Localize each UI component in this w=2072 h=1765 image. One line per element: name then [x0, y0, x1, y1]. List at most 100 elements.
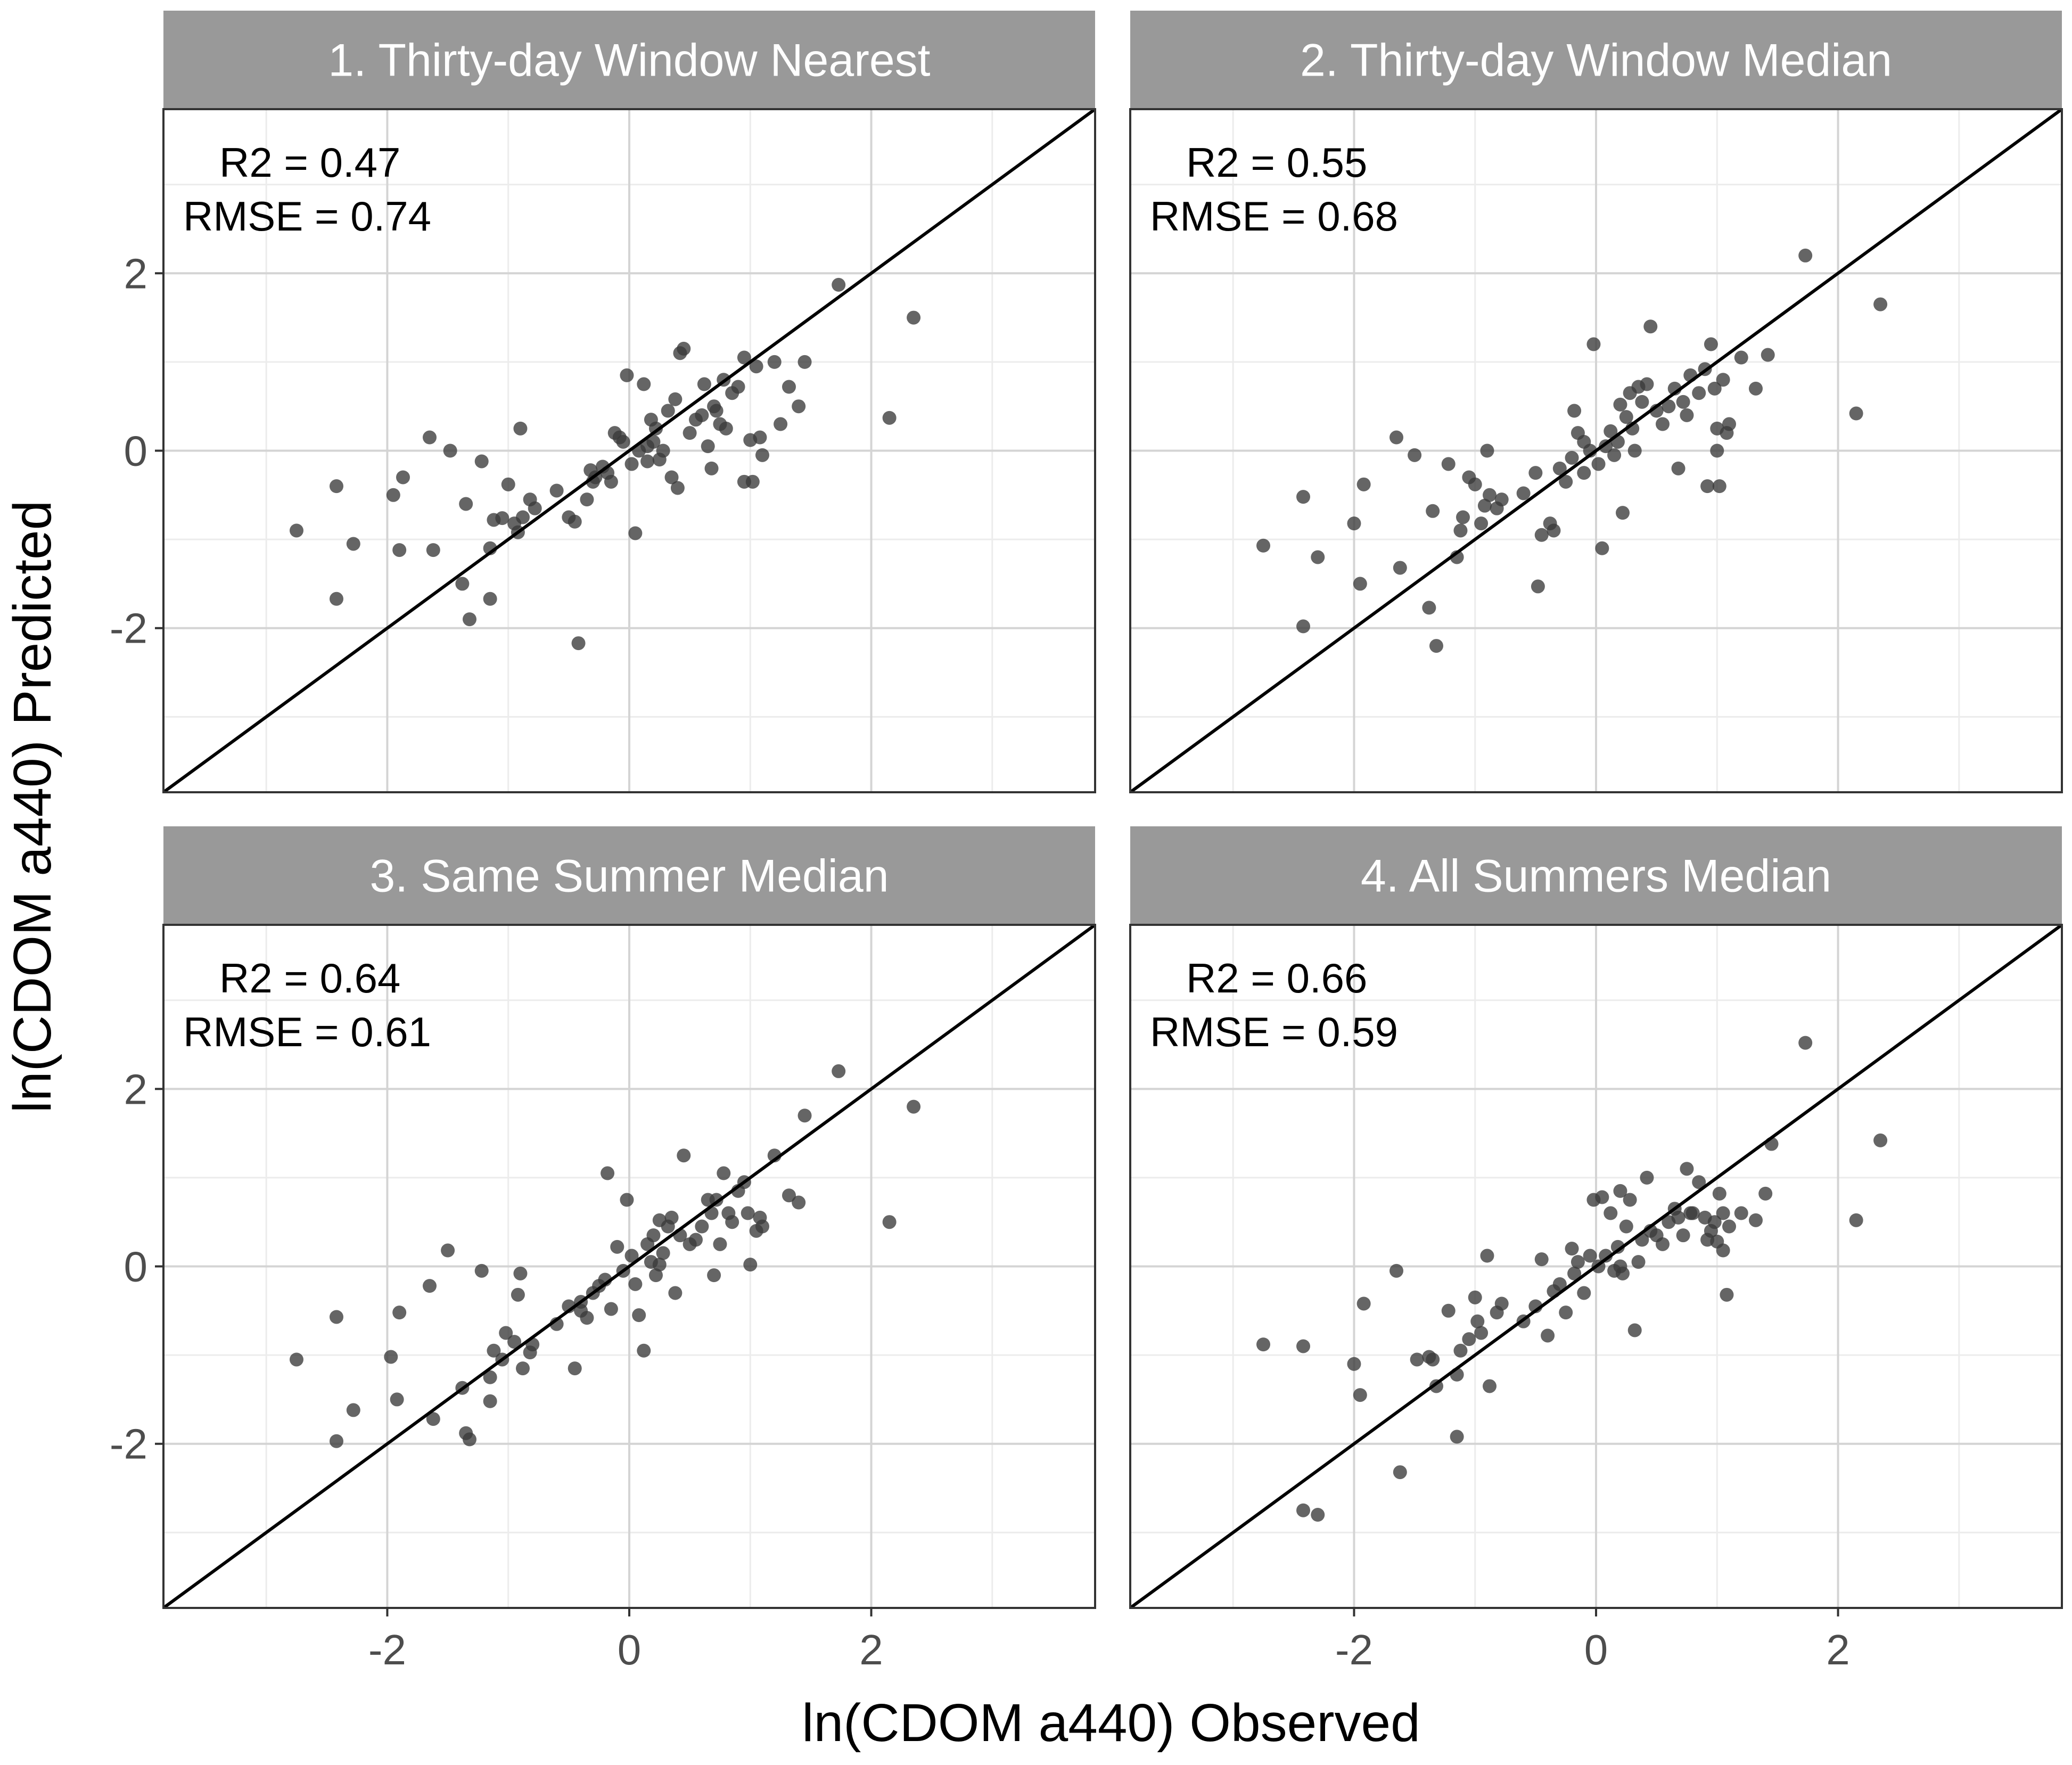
facet-title: 2. Thirty-day Window Median	[1300, 35, 1892, 86]
data-point	[1707, 381, 1722, 396]
data-point	[832, 1064, 846, 1078]
data-point	[1534, 1252, 1549, 1267]
data-point	[1685, 1206, 1700, 1220]
data-point	[1604, 1206, 1618, 1220]
facet-panel-3: 3. Same Summer Median R2 = 0.64 RMSE = 0.6…	[110, 826, 1096, 1673]
data-point	[516, 510, 530, 524]
data-point	[737, 474, 751, 489]
data-point	[1389, 1263, 1403, 1278]
data-point	[1710, 444, 1724, 458]
data-point	[1716, 373, 1730, 387]
data-point	[455, 577, 470, 591]
data-point	[1656, 417, 1670, 431]
data-point	[664, 1210, 679, 1225]
x-tick-label: 2	[859, 1626, 883, 1673]
data-point	[330, 592, 343, 606]
data-point	[1613, 397, 1627, 412]
data-point	[516, 1361, 530, 1376]
data-point	[1643, 319, 1658, 334]
data-point	[549, 483, 564, 498]
data-point	[656, 1246, 670, 1260]
data-point	[610, 1239, 624, 1254]
data-point	[384, 1350, 398, 1364]
data-point	[1700, 479, 1715, 494]
data-point	[507, 1335, 522, 1349]
data-point	[1692, 1175, 1706, 1189]
data-point	[1722, 417, 1736, 431]
rmse-annotation: RMSE = 0.61	[183, 1008, 431, 1055]
data-point	[330, 1310, 343, 1324]
y-tick-label: 0	[124, 1243, 148, 1291]
data-point	[652, 1258, 667, 1272]
data-point	[1749, 1213, 1763, 1227]
data-point	[1680, 408, 1694, 422]
data-point	[1389, 430, 1403, 445]
data-point	[782, 380, 796, 394]
data-point	[1676, 395, 1690, 409]
data-point	[624, 1249, 639, 1263]
data-point	[513, 1266, 528, 1280]
data-point	[1613, 1184, 1627, 1198]
data-point	[1565, 450, 1579, 465]
data-point	[649, 1268, 663, 1283]
x-tick-label: -2	[1335, 1626, 1373, 1673]
data-point	[1429, 639, 1443, 653]
y-axis-title: ln(CDOM a440) Predicted	[3, 500, 62, 1113]
data-point	[1692, 386, 1706, 400]
data-point	[1426, 1352, 1440, 1367]
data-point	[1616, 506, 1630, 520]
data-point	[513, 421, 528, 436]
data-point	[1494, 1296, 1509, 1311]
data-point	[1627, 1323, 1642, 1337]
data-point	[1483, 488, 1497, 502]
data-point	[568, 1361, 582, 1376]
data-point	[1700, 1233, 1715, 1247]
data-point	[1468, 1290, 1482, 1304]
data-point	[620, 368, 634, 382]
data-point	[290, 523, 303, 538]
data-point	[616, 434, 630, 449]
data-point	[755, 448, 769, 462]
data-point	[1559, 474, 1573, 489]
data-point	[1541, 1328, 1555, 1343]
data-point	[1477, 498, 1492, 513]
identity-line	[1130, 925, 2062, 1608]
data-point	[1470, 1314, 1485, 1328]
data-point	[1656, 1237, 1670, 1251]
data-point	[1758, 1186, 1773, 1201]
data-point	[882, 411, 897, 425]
data-point	[1640, 1170, 1654, 1185]
data-points	[290, 277, 921, 651]
data-point	[1712, 1186, 1726, 1201]
data-point	[1873, 1133, 1888, 1147]
data-point	[668, 1286, 683, 1300]
data-point	[707, 399, 721, 414]
y-tick-label: 2	[124, 250, 148, 297]
data-point	[1599, 1249, 1613, 1263]
data-point	[907, 310, 921, 325]
data-point	[568, 514, 582, 529]
data-point	[1296, 1503, 1310, 1517]
data-point	[701, 439, 715, 454]
data-point	[707, 1268, 721, 1283]
data-point	[1441, 457, 1456, 471]
data-point	[423, 430, 437, 445]
data-points	[1256, 248, 1888, 653]
data-point	[1353, 1388, 1367, 1402]
data-point	[580, 492, 594, 507]
facet-title: 1. Thirty-day Window Nearest	[328, 35, 930, 86]
facet-panels: 1. Thirty-day Window Nearest R2 = 0.47 RMS…	[110, 11, 2063, 1673]
rmse-annotation: RMSE = 0.68	[1150, 193, 1398, 240]
identity-line	[163, 925, 1095, 1608]
data-point	[1671, 461, 1685, 475]
data-point	[1531, 579, 1545, 594]
data-point	[459, 497, 473, 511]
data-point	[719, 421, 733, 436]
data-point	[1552, 461, 1567, 475]
data-point	[528, 501, 542, 515]
data-point	[1591, 457, 1606, 471]
data-point	[386, 488, 400, 502]
data-point	[426, 1412, 440, 1426]
facet-title: 4. All Summers Median	[1361, 851, 1831, 902]
data-point	[1410, 1352, 1424, 1367]
